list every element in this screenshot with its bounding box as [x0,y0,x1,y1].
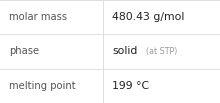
Text: melting point: melting point [9,81,75,91]
Text: 199 °C: 199 °C [112,81,149,91]
Text: (at STP): (at STP) [146,47,178,56]
Text: solid: solid [112,46,138,57]
Text: phase: phase [9,46,39,57]
Text: molar mass: molar mass [9,12,67,22]
Text: solid  (at STP): solid (at STP) [112,46,187,57]
Text: 480.43 g/mol: 480.43 g/mol [112,12,185,22]
